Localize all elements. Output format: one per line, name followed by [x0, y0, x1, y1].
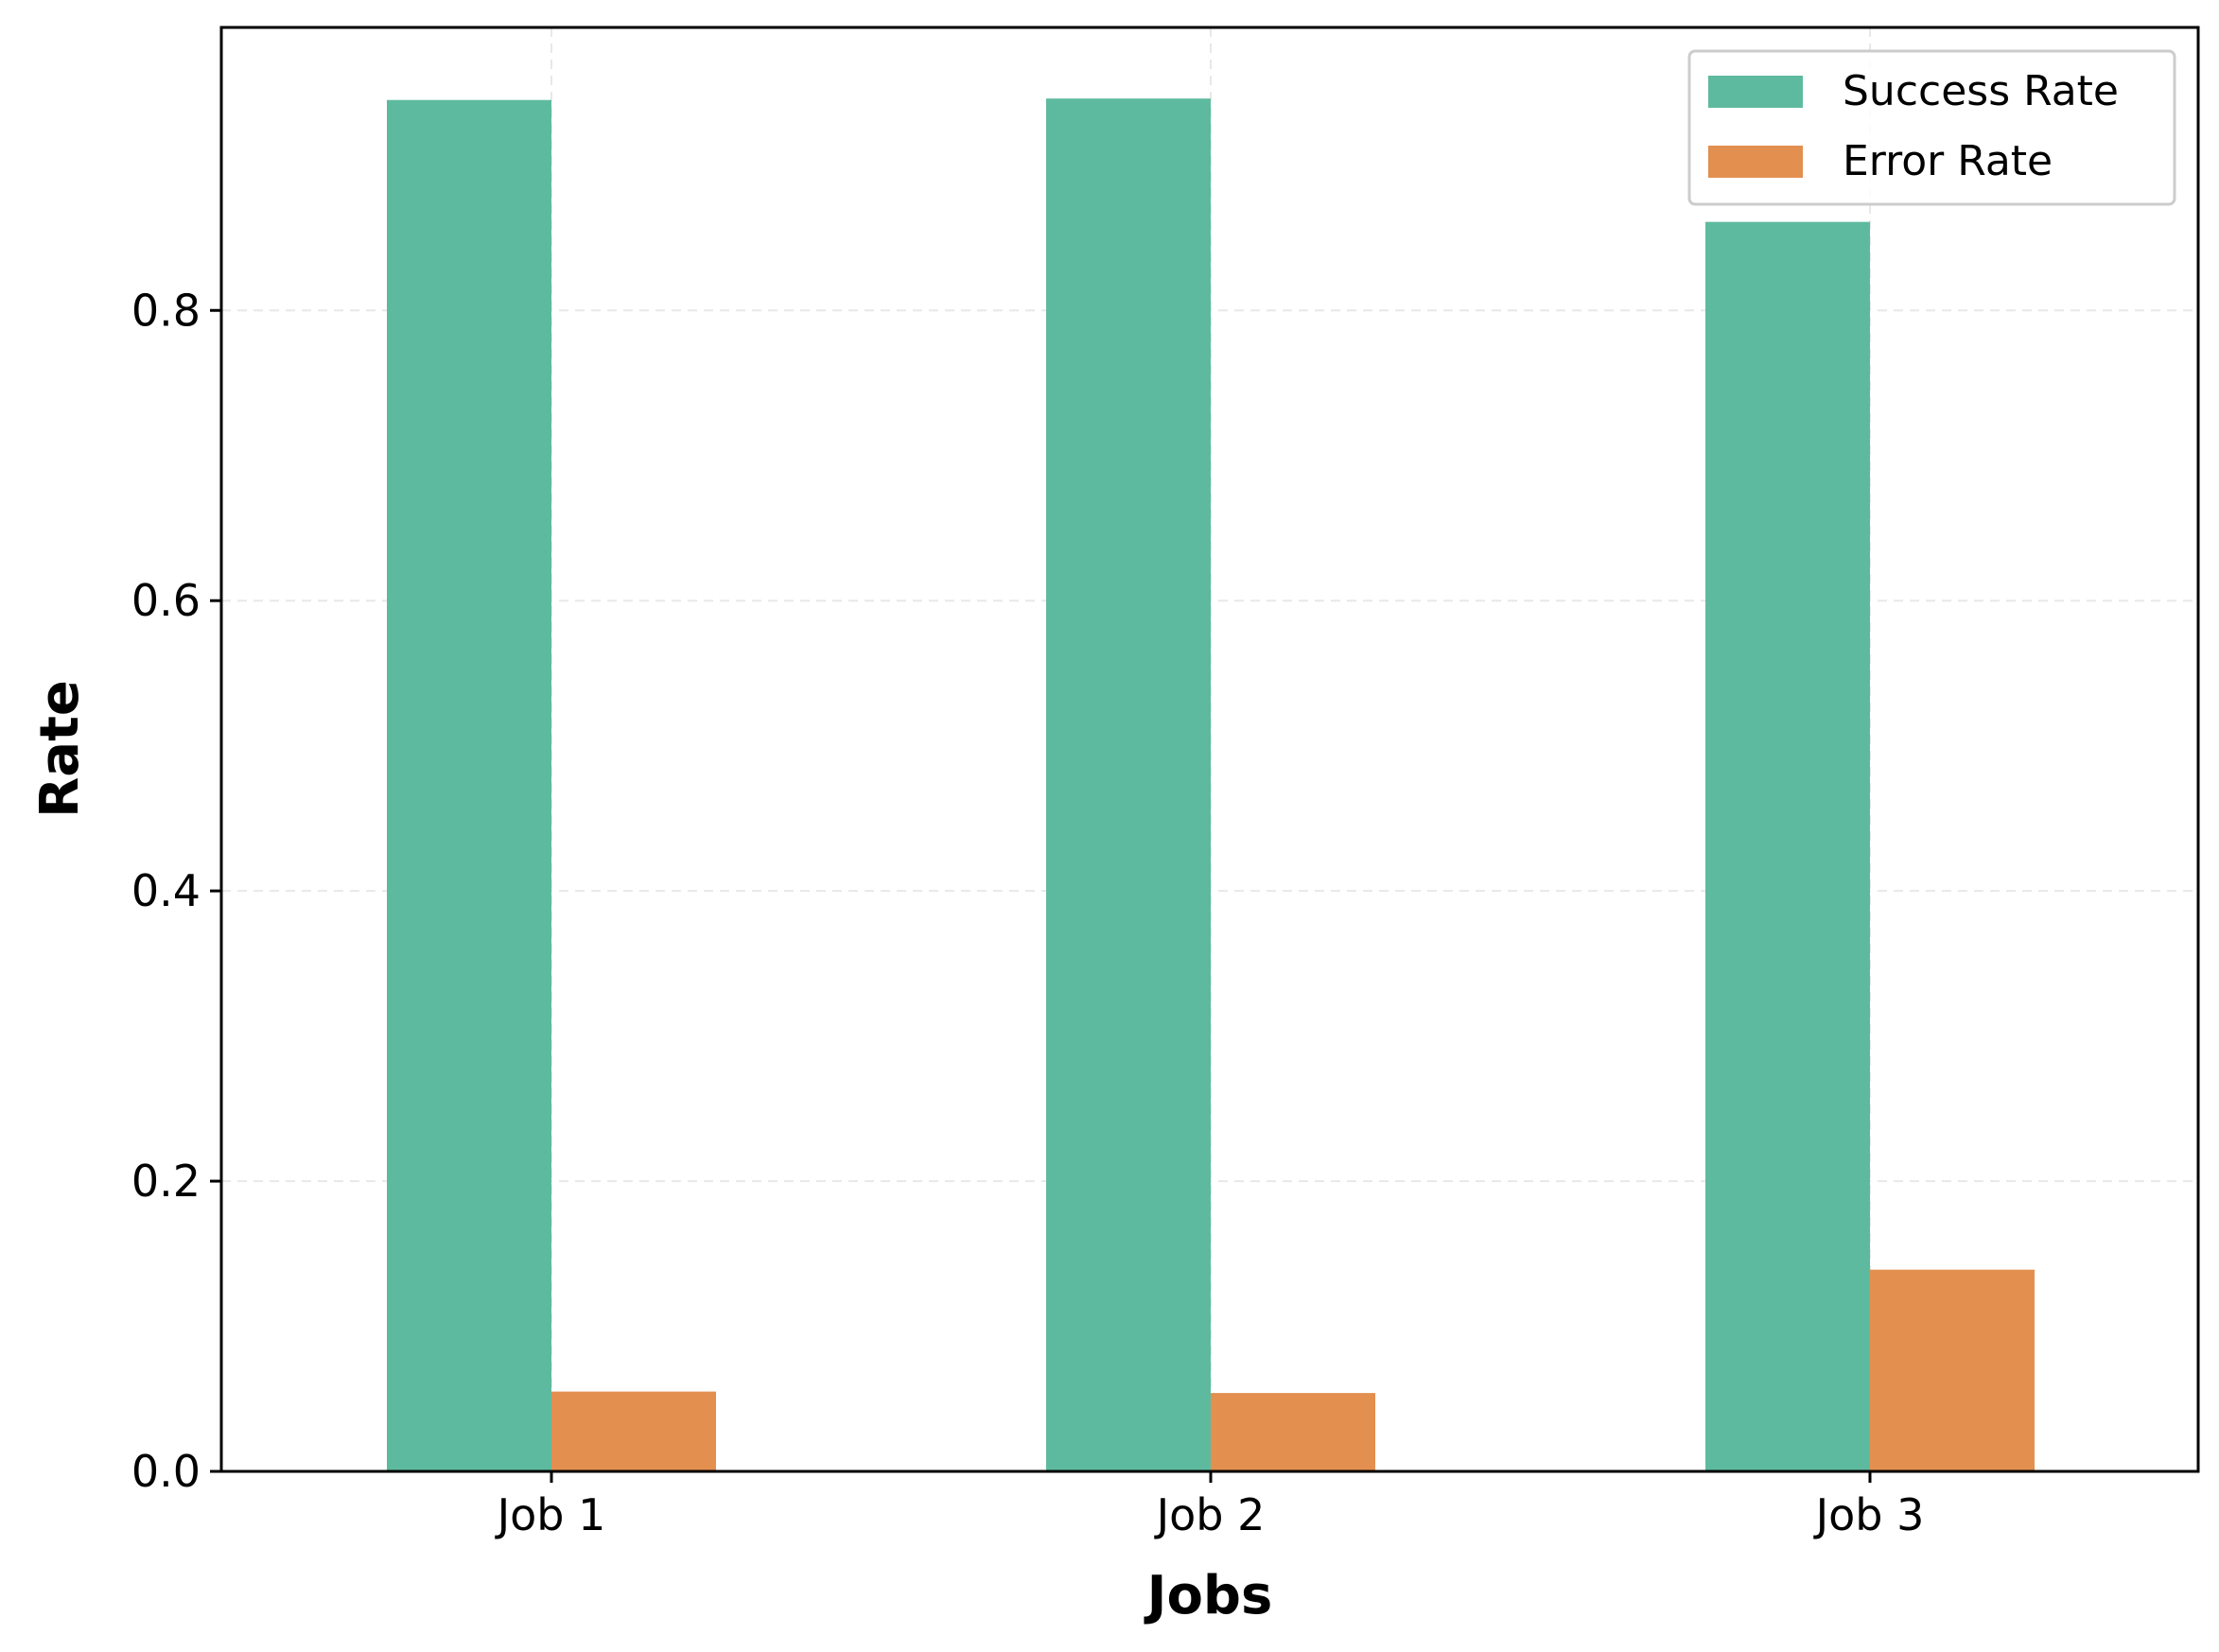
x-axis-title: Jobs [1144, 1565, 1273, 1626]
y-tick-label-4: 0.8 [131, 285, 201, 336]
legend-label-1: Error Rate [1843, 137, 2053, 185]
x-tick-label-0: Job 1 [495, 1489, 606, 1540]
legend-swatch-0 [1708, 76, 1803, 108]
bar-error-rate-job-3 [1870, 1269, 2035, 1471]
bar-error-rate-job-1 [551, 1391, 716, 1471]
y-tick-label-0: 0.0 [131, 1446, 201, 1497]
x-tick-label-1: Job 2 [1154, 1489, 1266, 1540]
bar-success-rate-job-1 [387, 99, 551, 1472]
bar-success-rate-job-2 [1046, 98, 1211, 1472]
y-tick-label-2: 0.4 [131, 865, 201, 916]
bar-error-rate-job-2 [1211, 1393, 1375, 1471]
x-tick-label-2: Job 3 [1813, 1489, 1925, 1540]
bars [387, 98, 2035, 1472]
x-axis: Job 1 Job 2 Job 3 [495, 1471, 1925, 1540]
legend-box [1687, 49, 2176, 206]
legend-swatch-1 [1708, 146, 1803, 178]
bar-success-rate-job-3 [1705, 221, 1870, 1471]
y-tick-label-3: 0.6 [131, 575, 201, 626]
legend-label-0: Success Rate [1843, 67, 2119, 115]
legend: Success Rate Error Rate [1687, 49, 2176, 206]
y-tick-label-1: 0.2 [131, 1156, 201, 1207]
y-axis-title: Rate [29, 680, 91, 818]
y-axis: 0.0 0.2 0.4 0.6 0.8 [131, 285, 221, 1497]
